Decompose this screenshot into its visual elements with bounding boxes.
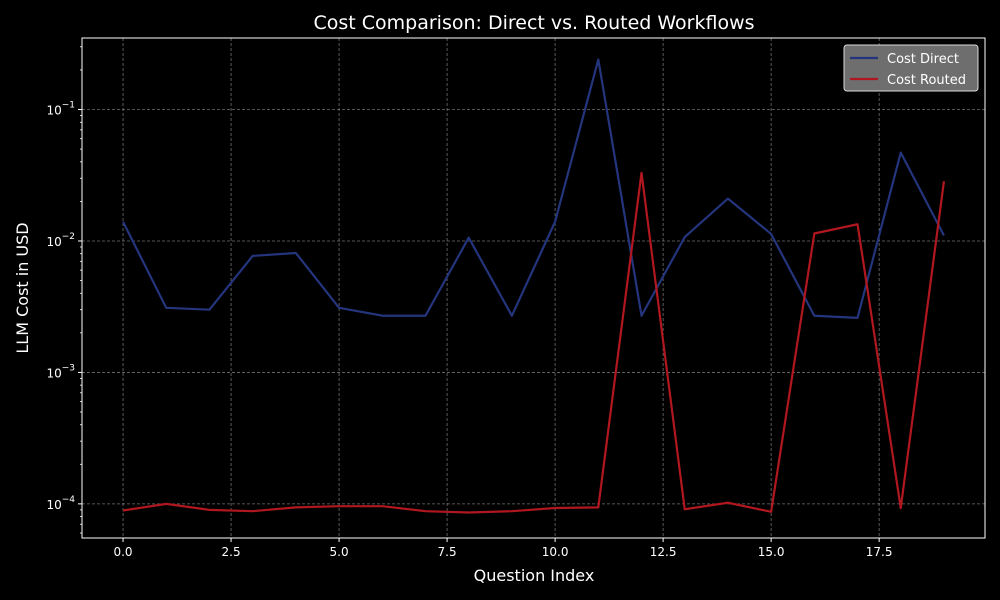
y-tick-label-exponent: −3 <box>62 363 75 373</box>
chart-title: Cost Comparison: Direct vs. Routed Workf… <box>313 12 754 34</box>
series-layer <box>122 58 946 514</box>
x-axis: 0.0 2.5 5.0 7.5 10.0 12.5 15.0 17.5 <box>113 538 893 559</box>
x-tick-label: 0.0 <box>113 545 132 559</box>
y-tick-label: 10−3 <box>46 363 75 380</box>
y-tick-label-exponent: −1 <box>62 101 75 111</box>
y-axis: 10−410−310−210−1 <box>46 46 82 534</box>
x-tick-label: 10.0 <box>542 545 569 559</box>
x-tick-label: 17.5 <box>866 545 893 559</box>
y-tick-label-base: 10 <box>46 498 61 512</box>
x-tick-label: 2.5 <box>222 545 241 559</box>
x-tick-label: 5.0 <box>330 545 349 559</box>
y-tick-label-base: 10 <box>46 235 61 249</box>
y-tick-label-base: 10 <box>46 366 61 380</box>
legend: Cost Direct Cost Routed <box>843 44 979 92</box>
x-axis-label: Question Index <box>474 566 595 585</box>
grid <box>82 38 985 538</box>
y-tick-label: 10−4 <box>46 495 75 512</box>
series-line-cost-routed <box>122 171 946 514</box>
legend-label: Cost Direct <box>887 52 959 67</box>
plot-frame <box>81 37 986 539</box>
y-axis-label: LLM Cost in USD <box>13 222 32 353</box>
legend-label: Cost Routed <box>887 73 966 88</box>
y-tick-label-exponent: −4 <box>62 495 76 505</box>
x-tick-label: 15.0 <box>758 545 785 559</box>
series-line-cost-direct <box>122 58 945 319</box>
y-tick-label-base: 10 <box>46 104 61 118</box>
x-tick-label: 12.5 <box>650 545 677 559</box>
x-tick-label: 7.5 <box>438 545 457 559</box>
y-tick-label: 10−1 <box>46 101 75 118</box>
y-tick-label: 10−2 <box>46 232 75 249</box>
y-tick-label-exponent: −2 <box>62 232 75 242</box>
